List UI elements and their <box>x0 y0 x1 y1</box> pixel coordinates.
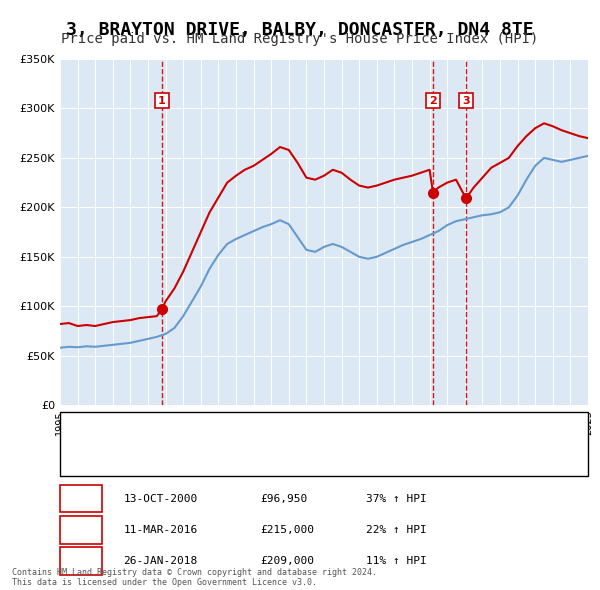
Text: 3: 3 <box>77 555 85 568</box>
Text: Contains HM Land Registry data © Crown copyright and database right 2024.
This d: Contains HM Land Registry data © Crown c… <box>12 568 377 587</box>
Text: 13-OCT-2000: 13-OCT-2000 <box>124 494 197 504</box>
Text: 3, BRAYTON DRIVE, BALBY, DONCASTER, DN4 8TE (detached house): 3, BRAYTON DRIVE, BALBY, DONCASTER, DN4 … <box>113 428 488 438</box>
Text: Price paid vs. HM Land Registry's House Price Index (HPI): Price paid vs. HM Land Registry's House … <box>61 32 539 47</box>
Text: 11-MAR-2016: 11-MAR-2016 <box>124 525 197 535</box>
FancyBboxPatch shape <box>60 412 588 476</box>
Text: HPI: Average price, detached house, Doncaster: HPI: Average price, detached house, Donc… <box>113 452 394 462</box>
Text: 11% ↑ HPI: 11% ↑ HPI <box>366 556 427 566</box>
FancyBboxPatch shape <box>60 485 102 513</box>
Text: 26-JAN-2018: 26-JAN-2018 <box>124 556 197 566</box>
Text: 1: 1 <box>77 492 85 505</box>
Text: 22% ↑ HPI: 22% ↑ HPI <box>366 525 427 535</box>
FancyBboxPatch shape <box>60 516 102 543</box>
FancyBboxPatch shape <box>60 547 102 575</box>
Text: £209,000: £209,000 <box>260 556 314 566</box>
Text: 1: 1 <box>158 96 166 106</box>
Text: £96,950: £96,950 <box>260 494 308 504</box>
Text: 2: 2 <box>77 523 85 536</box>
Text: £215,000: £215,000 <box>260 525 314 535</box>
Text: 37% ↑ HPI: 37% ↑ HPI <box>366 494 427 504</box>
Text: 3: 3 <box>462 96 470 106</box>
Text: 2: 2 <box>429 96 437 106</box>
Text: 3, BRAYTON DRIVE, BALBY, DONCASTER, DN4 8TE: 3, BRAYTON DRIVE, BALBY, DONCASTER, DN4 … <box>66 21 534 39</box>
